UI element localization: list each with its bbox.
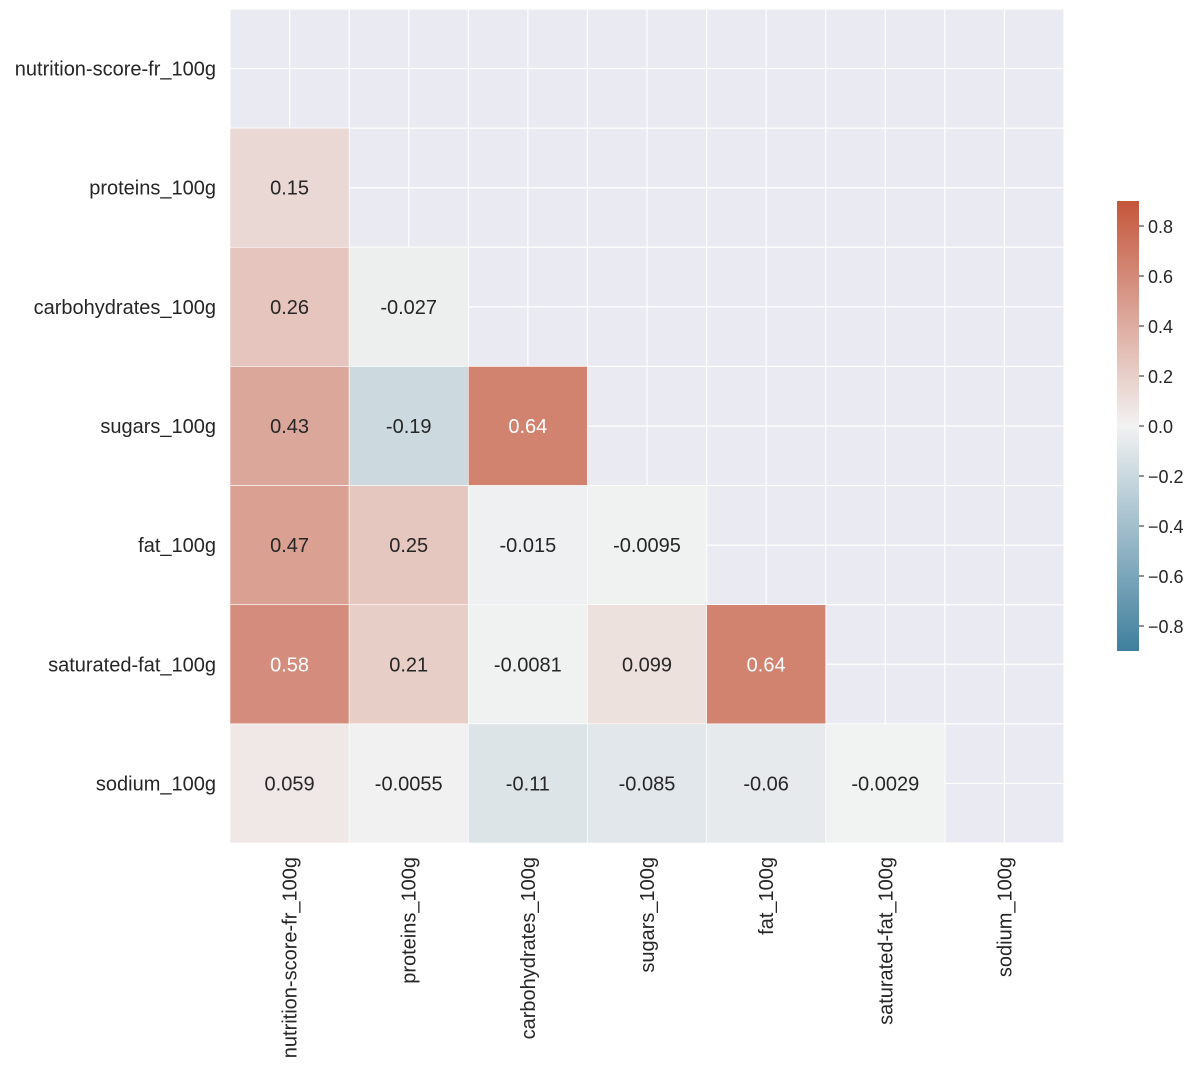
cell-annotation-4-3: -0.0095 bbox=[613, 535, 681, 557]
colorbar-tick-label-0: 0.8 bbox=[1148, 217, 1173, 237]
cell-annotation-5-0: 0.58 bbox=[270, 654, 309, 676]
cell-annotation-6-5: -0.0029 bbox=[851, 773, 919, 795]
heatmap-cell-2-0 bbox=[229, 246, 350, 367]
heatmap-cell-6-2 bbox=[467, 723, 588, 844]
colorbar-tick-label-5: −0.2 bbox=[1148, 467, 1184, 487]
y-tick-label-4: fat_100g bbox=[138, 535, 216, 557]
cell-annotation-3-2: 0.64 bbox=[508, 416, 547, 438]
cell-annotation-3-1: -0.19 bbox=[386, 416, 432, 438]
cell-annotation-5-1: 0.21 bbox=[389, 654, 428, 676]
heatmap-cell-3-2 bbox=[467, 366, 588, 486]
x-tick-label-0: nutrition-score-fr_100g bbox=[280, 857, 302, 1058]
y-tick-label-6: sodium_100g bbox=[96, 773, 216, 795]
cell-annotation-4-1: 0.25 bbox=[389, 535, 428, 557]
x-tick-labels: nutrition-score-fr_100g proteins_100g carb… bbox=[280, 857, 1017, 1058]
heatmap-cell-5-0 bbox=[229, 604, 350, 725]
colorbar: 0.8 0.6 0.4 0.2 0.0 −0.2 −0.4 −0.6 −0.8 bbox=[1117, 201, 1184, 651]
cell-annotation-5-2: -0.0081 bbox=[494, 654, 562, 676]
heatmap-cell-1-0 bbox=[229, 127, 350, 248]
cell-annotations: 0.15 0.26 -0.027 0.43 -0.19 0.64 0.47 0.25 -0.01… bbox=[265, 178, 920, 796]
heatmap-cell-6-1 bbox=[348, 723, 469, 844]
heatmap-cell-3-1 bbox=[348, 366, 469, 486]
x-tick-label-4: fat_100g bbox=[756, 857, 778, 935]
y-tick-label-1: proteins_100g bbox=[89, 178, 216, 200]
cell-annotation-2-0: 0.26 bbox=[270, 297, 309, 319]
colorbar-tick-label-8: −0.8 bbox=[1148, 617, 1184, 637]
y-tick-label-3: sugars_100g bbox=[100, 416, 216, 438]
cell-annotation-3-0: 0.43 bbox=[270, 416, 309, 438]
y-tick-labels: nutrition-score-fr_100g proteins_100gcarb… bbox=[15, 59, 216, 796]
heatmap-cell-2-1 bbox=[348, 246, 469, 367]
heatmap-cell-6-5 bbox=[825, 723, 946, 844]
x-tick-label-2: carbohydrates_100g bbox=[518, 857, 540, 1039]
colorbar-tick-label-1: 0.6 bbox=[1148, 267, 1173, 287]
cell-annotation-1-0: 0.15 bbox=[270, 178, 309, 200]
cell-annotation-6-2: -0.11 bbox=[506, 773, 550, 795]
heatmap-cell-5-3 bbox=[587, 604, 707, 725]
cell-annotation-4-0: 0.47 bbox=[270, 535, 309, 557]
colorbar-tick-label-6: −0.4 bbox=[1148, 517, 1184, 537]
heatmap-cell-4-0 bbox=[229, 485, 350, 606]
heatmap-cell-6-4 bbox=[706, 723, 827, 844]
colorbar-tick-label-3: 0.2 bbox=[1148, 367, 1173, 387]
heatmap-cell-5-2 bbox=[467, 604, 588, 725]
heatmap-cell-5-4 bbox=[706, 604, 827, 725]
cell-annotation-4-2: -0.015 bbox=[499, 535, 556, 557]
cell-annotation-6-1: -0.0055 bbox=[375, 773, 443, 795]
colorbar-gradient bbox=[1117, 201, 1139, 651]
x-tick-label-1: proteins_100g bbox=[399, 857, 421, 984]
cell-annotation-6-3: -0.085 bbox=[619, 773, 676, 795]
cell-annotation-6-0: 0.059 bbox=[265, 773, 315, 795]
x-tick-label-5: saturated-fat_100g bbox=[875, 857, 897, 1025]
heatmap-cell-4-2 bbox=[467, 485, 588, 606]
y-tick-label-0: nutrition-score-fr_100g bbox=[15, 59, 216, 81]
x-tick-label-6: sodium_100g bbox=[994, 857, 1016, 977]
colorbar-tick-label-4: 0.0 bbox=[1148, 417, 1173, 437]
cell-annotation-2-1: -0.027 bbox=[380, 297, 437, 319]
cell-annotation-5-3: 0.099 bbox=[622, 654, 672, 676]
cell-annotation-6-4: -0.06 bbox=[743, 773, 789, 795]
heatmap-cell-6-0 bbox=[229, 723, 350, 844]
heatmap-cell-6-3 bbox=[587, 723, 707, 844]
colorbar-tick-label-2: 0.4 bbox=[1148, 317, 1173, 337]
heatmap-cell-5-1 bbox=[348, 604, 469, 725]
y-tick-label-5: saturated-fat_100g bbox=[48, 654, 216, 676]
heatmap-cell-4-3 bbox=[587, 485, 707, 606]
heatmap-cell-4-1 bbox=[348, 485, 469, 606]
cell-annotation-5-4: 0.64 bbox=[747, 654, 786, 676]
x-tick-label-3: sugars_100g bbox=[637, 857, 659, 973]
colorbar-tick-label-7: −0.6 bbox=[1148, 567, 1184, 587]
heatmap-cell-3-0 bbox=[229, 366, 350, 486]
heatmap-cells bbox=[229, 127, 946, 844]
y-tick-label-2: carbohydrates_100g bbox=[34, 297, 216, 319]
